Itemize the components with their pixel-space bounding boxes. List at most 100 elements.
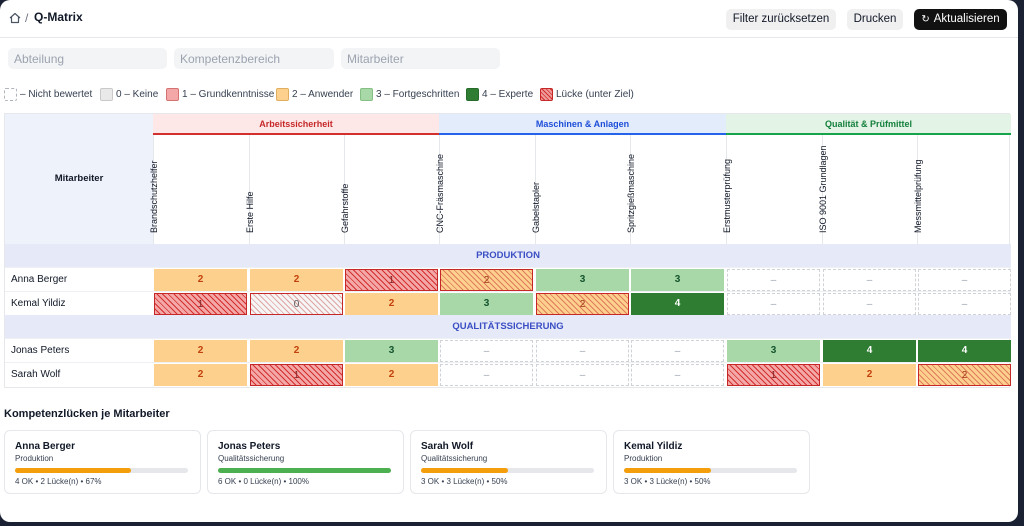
matrix-cell[interactable]: –	[727, 269, 820, 291]
legend-swatch	[166, 88, 179, 101]
matrix-cell[interactable]: –	[631, 340, 724, 362]
employee-name: Jonas Peters	[11, 345, 70, 356]
card-stats: 3 OK • 3 Lücke(n) • 50%	[421, 477, 508, 486]
gaps-section-title: Kompetenzlücken je Mitarbeiter	[4, 408, 170, 420]
matrix-cell[interactable]: –	[823, 269, 916, 291]
legend-label: 2 – Anwender	[292, 89, 354, 100]
employee-name: Sarah Wolf	[11, 369, 61, 380]
skill-name: Gefahrstoffe	[340, 183, 350, 233]
legend-swatch	[276, 88, 289, 101]
matrix-cell[interactable]: –	[536, 364, 629, 386]
card-department: Produktion	[15, 454, 54, 463]
matrix-cell[interactable]: 2	[154, 340, 247, 362]
progress-track	[624, 468, 797, 473]
department-filter[interactable]	[8, 48, 167, 69]
matrix-cell[interactable]: 4	[918, 340, 1011, 362]
matrix-cell[interactable]: 1	[727, 364, 820, 386]
card-department: Qualitätssicherung	[421, 454, 488, 463]
matrix-cell[interactable]: –	[536, 340, 629, 362]
skill-name: Erstmusterprüfung	[722, 158, 732, 233]
skill-name: Gabelstapler	[531, 181, 541, 233]
card-stats: 6 OK • 0 Lücke(n) • 100%	[218, 477, 309, 486]
card-employee-name: Anna Berger	[15, 441, 76, 452]
competence-filter[interactable]	[174, 48, 334, 69]
refresh-icon: ↻	[921, 14, 930, 25]
matrix-cell[interactable]: 2	[536, 293, 629, 315]
skill-name: Erste Hilfe	[245, 191, 255, 233]
card-employee-name: Sarah Wolf	[421, 441, 474, 452]
skill-name: Spritzgießmaschine	[626, 153, 636, 233]
matrix-cell[interactable]: 2	[250, 269, 343, 291]
skill-column-header: ISO 9001 Grundlagen	[818, 135, 917, 244]
competence-matrix: Mitarbeiter Arbeitssicherheit Maschinen …	[4, 113, 1011, 388]
reset-filters-button[interactable]: Filter zurücksetzen	[726, 9, 836, 30]
matrix-cell[interactable]: 1	[250, 364, 343, 386]
matrix-cell[interactable]: 2	[154, 269, 247, 291]
progress-track	[421, 468, 594, 473]
card-employee-name: Kemal Yildiz	[624, 441, 683, 452]
matrix-cell[interactable]: –	[918, 269, 1011, 291]
legend-swatch	[360, 88, 373, 101]
matrix-cell[interactable]: –	[440, 364, 533, 386]
matrix-cell[interactable]: 3	[727, 340, 820, 362]
skill-column-header: Spritzgießmaschine	[626, 135, 725, 244]
department-row: QUALITÄTSSICHERUNG	[5, 315, 1011, 338]
card-department: Qualitätssicherung	[218, 454, 285, 463]
matrix-cell[interactable]: –	[727, 293, 820, 315]
matrix-cell[interactable]: 2	[154, 364, 247, 386]
matrix-cell[interactable]: 3	[345, 340, 438, 362]
skill-column-header: Gabelstapler	[531, 135, 630, 244]
matrix-cell[interactable]: 3	[536, 269, 629, 291]
gap-card[interactable]: Jonas Peters Qualitätssicherung 6 OK • 0 L…	[207, 430, 404, 494]
matrix-cell[interactable]: 4	[631, 293, 724, 315]
breadcrumb-separator: /	[25, 11, 29, 25]
employee-row: Sarah Wolf 2 1 2– – –1 2 2	[5, 362, 1011, 386]
employee-row: Kemal Yildiz 1 0 2 3 2 4– – –	[5, 291, 1011, 315]
home-icon[interactable]	[9, 12, 21, 24]
matrix-cell[interactable]: 3	[631, 269, 724, 291]
matrix-cell[interactable]: 2	[345, 293, 438, 315]
legend-label: 0 – Keine	[116, 89, 159, 100]
refresh-button[interactable]: ↻ Aktualisieren	[914, 9, 1007, 30]
matrix-cell[interactable]: 1	[154, 293, 247, 315]
matrix-cell[interactable]: 2	[250, 340, 343, 362]
skill-column-header: Erste Hilfe	[245, 135, 344, 244]
employee-filter[interactable]	[341, 48, 500, 69]
matrix-cell[interactable]: –	[823, 293, 916, 315]
print-button[interactable]: Drucken	[847, 9, 903, 30]
skill-name: Messmittelprüfung	[913, 159, 923, 233]
employee-name: Anna Berger	[11, 274, 68, 285]
matrix-cell[interactable]: –	[631, 364, 724, 386]
gap-card[interactable]: Sarah Wolf Qualitätssicherung 3 OK • 3 Lüc…	[410, 430, 607, 494]
progress-track	[15, 468, 188, 473]
matrix-cell[interactable]: 1	[345, 269, 438, 291]
legend-label: 3 – Fortgeschritten	[376, 89, 460, 100]
legend-label: – Nicht bewertet	[20, 89, 93, 100]
gap-card[interactable]: Anna Berger Produktion 4 OK • 2 Lücke(n) •…	[4, 430, 201, 494]
legend-label: 1 – Grundkenntnisse	[182, 89, 275, 100]
matrix-cell[interactable]: 2	[823, 364, 916, 386]
card-department: Produktion	[624, 454, 663, 463]
legend-label: Lücke (unter Ziel)	[556, 89, 634, 100]
matrix-cell[interactable]: 3	[440, 293, 533, 315]
legend-swatch	[466, 88, 479, 101]
matrix-cell[interactable]: –	[440, 340, 533, 362]
progress-track	[218, 468, 391, 473]
top-bar: / Q-Matrix Filter zurücksetzen Drucken ↻…	[0, 0, 1018, 38]
gap-card[interactable]: Kemal Yildiz Produktion 3 OK • 3 Lücke(n) …	[613, 430, 810, 494]
matrix-cell[interactable]: 4	[823, 340, 916, 362]
matrix-cell[interactable]: 2	[345, 364, 438, 386]
skill-column-header: Brandschutzhelfer	[149, 135, 248, 244]
employee-row: Anna Berger 2 2 1 2 3 3– – –	[5, 267, 1011, 291]
page-title: Q-Matrix	[34, 10, 83, 24]
progress-fill	[624, 468, 711, 473]
group-header-safety: Arbeitssicherheit	[153, 114, 439, 135]
progress-fill	[15, 468, 131, 473]
matrix-cell[interactable]: 2	[918, 364, 1011, 386]
matrix-cell[interactable]: 2	[440, 269, 533, 291]
employee-column-header: Mitarbeiter	[5, 114, 153, 244]
legend-label: 4 – Experte	[482, 89, 534, 100]
matrix-cell[interactable]: –	[918, 293, 1011, 315]
matrix-cell[interactable]: 0	[250, 293, 343, 315]
